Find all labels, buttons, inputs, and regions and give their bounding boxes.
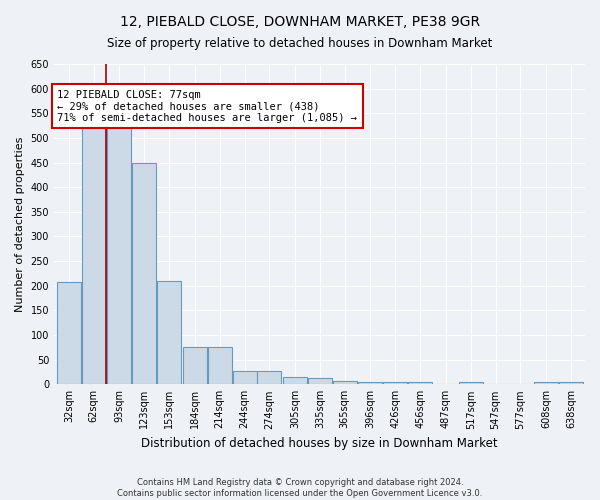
Text: 12 PIEBALD CLOSE: 77sqm
← 29% of detached houses are smaller (438)
71% of semi-d: 12 PIEBALD CLOSE: 77sqm ← 29% of detache… (58, 90, 358, 123)
Bar (358, 382, 382, 384)
Bar (408, 382, 432, 384)
Bar (458, 382, 483, 384)
Y-axis label: Number of detached properties: Number of detached properties (15, 136, 25, 312)
Bar (107, 123, 131, 384)
Bar (183, 348, 207, 385)
Bar (157, 281, 181, 384)
Bar (333, 381, 357, 384)
Bar (534, 382, 558, 384)
Bar (233, 370, 257, 384)
Bar (559, 382, 583, 384)
Text: 12, PIEBALD CLOSE, DOWNHAM MARKET, PE38 9GR: 12, PIEBALD CLOSE, DOWNHAM MARKET, PE38 … (120, 15, 480, 29)
Bar (82, 123, 106, 384)
Bar (257, 371, 281, 384)
Bar (383, 382, 407, 384)
X-axis label: Distribution of detached houses by size in Downham Market: Distribution of detached houses by size … (141, 437, 498, 450)
Bar (133, 162, 157, 384)
Bar (283, 377, 307, 384)
Text: Contains HM Land Registry data © Crown copyright and database right 2024.
Contai: Contains HM Land Registry data © Crown c… (118, 478, 482, 498)
Bar (57, 282, 81, 384)
Text: Size of property relative to detached houses in Downham Market: Size of property relative to detached ho… (107, 38, 493, 51)
Bar (208, 348, 232, 385)
Bar (308, 378, 332, 384)
